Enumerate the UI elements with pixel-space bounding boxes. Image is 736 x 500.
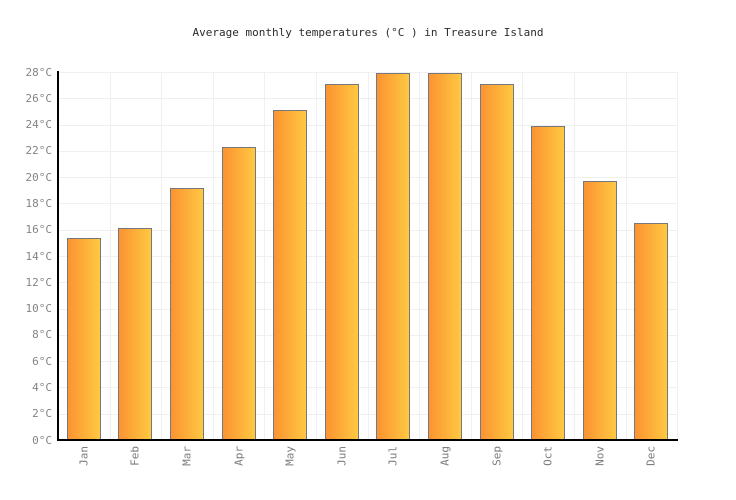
bar-may bbox=[273, 110, 308, 440]
x-tick-label: Oct bbox=[541, 446, 555, 466]
gridline-vertical bbox=[470, 72, 472, 440]
bar-jan bbox=[66, 237, 101, 440]
x-tick-label: Jun bbox=[335, 446, 349, 466]
gridline-vertical bbox=[161, 72, 163, 440]
y-tick-label: 26°C bbox=[25, 91, 53, 105]
gridline-vertical bbox=[419, 72, 421, 440]
x-tick-label: Dec bbox=[644, 446, 658, 466]
bar-apr bbox=[221, 146, 256, 440]
y-tick-label: 22°C bbox=[25, 144, 53, 158]
y-tick-label: 16°C bbox=[25, 223, 53, 237]
y-tick-label: 4°C bbox=[32, 380, 52, 394]
gridline-vertical bbox=[212, 72, 214, 440]
y-tick-label: 12°C bbox=[25, 275, 53, 289]
x-axis-line bbox=[57, 439, 679, 441]
gridline-vertical bbox=[316, 72, 318, 440]
chart-title: Average monthly temperatures (°C ) in Tr… bbox=[192, 26, 544, 39]
bar-jun bbox=[324, 83, 359, 440]
gridline-vertical bbox=[574, 72, 576, 440]
x-tick-label: Jan bbox=[77, 446, 91, 466]
gridline-vertical bbox=[264, 72, 266, 440]
y-tick-label: 18°C bbox=[25, 196, 53, 210]
bar-jul bbox=[376, 73, 411, 440]
x-tick-label: Nov bbox=[593, 446, 607, 466]
bar-dec bbox=[634, 223, 669, 440]
x-tick-label: Sep bbox=[490, 446, 504, 466]
gridline-vertical bbox=[677, 72, 679, 440]
gridline-vertical bbox=[109, 72, 111, 440]
y-tick-label: 2°C bbox=[32, 407, 52, 421]
gridline-vertical bbox=[625, 72, 627, 440]
bar-oct bbox=[531, 125, 566, 440]
y-tick-label: 14°C bbox=[25, 249, 53, 263]
y-axis-line bbox=[57, 71, 59, 440]
bar-mar bbox=[170, 187, 205, 440]
x-tick-label: Mar bbox=[180, 446, 194, 466]
x-tick-label: May bbox=[283, 446, 297, 466]
x-tick-label: Apr bbox=[232, 446, 246, 466]
x-tick-label: Jul bbox=[386, 446, 400, 466]
gridline-vertical bbox=[367, 72, 369, 440]
y-tick-label: 10°C bbox=[25, 302, 53, 316]
y-tick-label: 6°C bbox=[32, 354, 52, 368]
bar-nov bbox=[582, 181, 617, 440]
bar-feb bbox=[118, 228, 153, 440]
x-tick-label: Feb bbox=[128, 446, 142, 466]
y-tick-label: 20°C bbox=[25, 170, 53, 184]
bar-aug bbox=[428, 73, 463, 440]
x-tick-label: Aug bbox=[438, 446, 452, 466]
y-tick-label: 0°C bbox=[32, 433, 52, 447]
y-tick-label: 8°C bbox=[32, 328, 52, 342]
y-tick-label: 28°C bbox=[25, 65, 53, 79]
bar-sep bbox=[479, 83, 514, 440]
y-tick-label: 24°C bbox=[25, 118, 53, 132]
gridline-vertical bbox=[522, 72, 524, 440]
